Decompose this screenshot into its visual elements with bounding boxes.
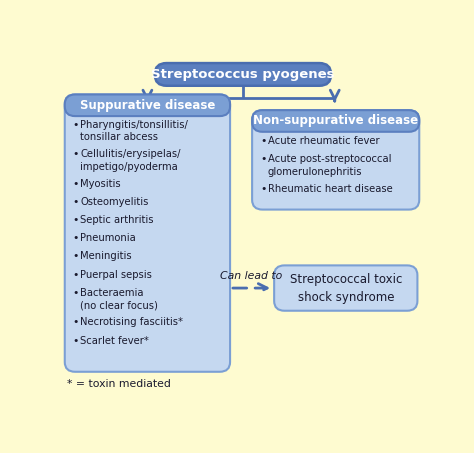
Text: Osteomyelitis: Osteomyelitis [80,197,148,207]
Text: Suppurative disease: Suppurative disease [80,99,215,112]
Text: Acute rheumatic fever: Acute rheumatic fever [267,136,379,146]
Text: Meningitis: Meningitis [80,251,132,261]
Text: Puerpal sepsis: Puerpal sepsis [80,270,152,280]
Text: Acute post-streptococcal
glomerulonephritis: Acute post-streptococcal glomerulonephri… [267,154,391,177]
Text: •: • [73,336,79,346]
Text: Necrotising fasciitis*: Necrotising fasciitis* [80,318,183,328]
Text: Streptococcal toxic
shock syndrome: Streptococcal toxic shock syndrome [290,273,402,304]
Text: •: • [73,270,79,280]
Text: •: • [73,251,79,261]
Text: Septic arthritis: Septic arthritis [80,215,154,225]
Text: •: • [73,197,79,207]
FancyBboxPatch shape [252,110,419,210]
FancyBboxPatch shape [274,265,418,311]
Text: Myositis: Myositis [80,179,121,189]
Text: •: • [73,215,79,225]
Text: Scarlet fever*: Scarlet fever* [80,336,149,346]
Text: •: • [260,154,266,164]
Text: Bacteraemia
(no clear focus): Bacteraemia (no clear focus) [80,288,158,310]
Text: •: • [260,184,266,194]
FancyBboxPatch shape [65,95,230,372]
Text: Pneumonia: Pneumonia [80,233,136,243]
FancyBboxPatch shape [65,95,230,116]
Text: Pharyngitis/tonsillitis/
tonsillar abcess: Pharyngitis/tonsillitis/ tonsillar abces… [80,120,188,142]
Text: * = toxin mediated: * = toxin mediated [66,379,171,389]
Text: Can lead to: Can lead to [220,271,283,281]
FancyBboxPatch shape [155,63,331,86]
Text: Non-suppurative disease: Non-suppurative disease [253,115,418,127]
Text: •: • [73,120,79,130]
Text: Streptococcus pyogenes: Streptococcus pyogenes [151,68,335,81]
Text: •: • [73,318,79,328]
Text: •: • [73,233,79,243]
Text: Cellulitis/erysipelas/
impetigo/pyoderma: Cellulitis/erysipelas/ impetigo/pyoderma [80,149,181,172]
Text: Rheumatic heart disease: Rheumatic heart disease [267,184,392,194]
Text: •: • [73,179,79,189]
FancyBboxPatch shape [252,110,419,132]
Text: •: • [73,288,79,298]
Text: •: • [73,149,79,159]
Text: •: • [260,136,266,146]
